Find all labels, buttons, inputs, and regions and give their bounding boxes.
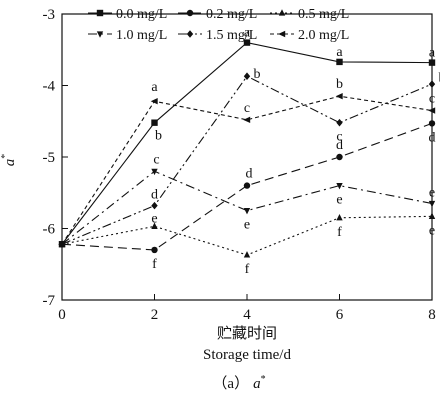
data-point (336, 58, 343, 66)
significance-letter: d (246, 167, 253, 182)
figure-caption: （a） a* (212, 374, 265, 392)
significance-letter: c (429, 92, 435, 107)
data-point (151, 119, 158, 126)
legend-label: 0.5 mg/L (298, 7, 349, 22)
legend-label: 0.0 mg/L (116, 7, 167, 22)
significance-letter: f (337, 225, 342, 240)
figure-caption-main: a (253, 376, 261, 392)
legend-marker (278, 9, 286, 16)
series-line (61, 170, 433, 245)
significance-letter: f (245, 262, 250, 277)
x-tick-label: 2 (151, 307, 159, 323)
data-point (428, 59, 436, 66)
legend-item: 1.0 mg/L (88, 28, 167, 43)
figure-caption-sup: * (261, 374, 266, 385)
data-point (243, 72, 251, 81)
significance-letter: e (429, 223, 435, 238)
x-tick-label: 6 (336, 307, 344, 323)
legend-label: 0.2 mg/L (206, 7, 257, 22)
significance-letter: f (152, 257, 157, 272)
legend-item: 2.0 mg/L (270, 28, 349, 43)
data-point (428, 107, 436, 114)
significance-letter: b (336, 77, 343, 92)
significance-letter: e (244, 218, 250, 233)
data-point (58, 241, 66, 248)
data-point (243, 251, 251, 258)
significance-letter: d (336, 138, 343, 153)
series-00: b a a a (58, 26, 436, 248)
legend-marker (96, 9, 104, 17)
legend-marker (186, 9, 194, 17)
x-tick-label: 8 (428, 307, 436, 323)
y-tick-label: -3 (43, 7, 56, 23)
data-point (243, 182, 251, 189)
data-point (335, 93, 343, 100)
legend-label: 2.0 mg/L (298, 28, 349, 43)
data-point (151, 222, 158, 229)
y-axis-label-sup: * (0, 154, 11, 159)
y-tick-label: -4 (43, 79, 56, 95)
x-tick-label: 4 (243, 307, 251, 323)
significance-letter: d (151, 188, 158, 203)
series-line (61, 95, 433, 245)
significance-letter: b (155, 129, 162, 144)
y-axis-label: a* (0, 154, 18, 167)
legend-item: 1.5 mg/L (178, 28, 257, 43)
series-02: f d d d (58, 120, 436, 272)
data-point (151, 168, 158, 176)
legend-marker (96, 31, 104, 38)
significance-letter: a (244, 26, 251, 41)
x-axis-label-en: Storage time/d (203, 347, 291, 363)
legend-marker (278, 30, 286, 38)
significance-letter: c (336, 130, 342, 145)
legend-item: 0.2 mg/L (178, 7, 257, 22)
y-tick-label: -5 (43, 150, 56, 166)
significance-letter: d (429, 130, 436, 145)
legend-label: 1.0 mg/L (116, 28, 167, 43)
y-tick-label: -6 (43, 222, 56, 238)
y-tick-label: -7 (43, 293, 56, 309)
series-line (61, 122, 433, 251)
data-point (336, 153, 343, 161)
significance-letter: c (244, 101, 250, 116)
legend-item: 0.5 mg/L (270, 7, 349, 22)
data-point (151, 246, 158, 254)
x-tick-label: 0 (58, 307, 66, 323)
data-point (428, 200, 436, 208)
data-point (428, 120, 436, 127)
data-point (243, 39, 251, 46)
series-15: dbcb (58, 67, 440, 249)
data-point (428, 80, 436, 88)
data-point (150, 98, 158, 105)
significance-letter: b (439, 71, 440, 86)
legend-marker (186, 30, 194, 38)
significance-letter: b (254, 67, 261, 82)
data-point (336, 213, 343, 221)
figure-caption-prefix: （a） (212, 375, 249, 392)
x-axis-label-cn: 贮藏时间 (217, 325, 277, 342)
significance-letter: a (429, 46, 436, 61)
significance-letter: e (151, 211, 157, 226)
significance-letter: e (429, 185, 435, 200)
significance-letter: e (336, 193, 342, 208)
data-point (243, 208, 251, 215)
data-point (336, 118, 343, 127)
significance-letter: c (153, 152, 159, 167)
data-point (243, 116, 251, 124)
data-point (336, 183, 343, 190)
data-point (428, 212, 436, 219)
legend-label: 1.5 mg/L (206, 28, 257, 43)
legend-item: 0.0 mg/L (88, 7, 167, 22)
significance-letter: a (336, 45, 343, 60)
significance-letter: a (151, 80, 158, 95)
data-point (151, 201, 158, 210)
